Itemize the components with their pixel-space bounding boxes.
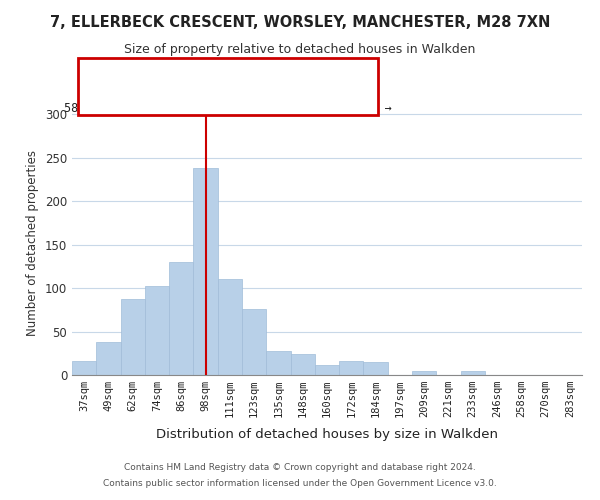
Bar bbox=[315, 364, 339, 375]
Text: Size of property relative to detached houses in Walkden: Size of property relative to detached ho… bbox=[124, 42, 476, 56]
Bar bbox=[364, 362, 388, 375]
Text: 58% of semi-detached houses are larger (522) →: 58% of semi-detached houses are larger (… bbox=[64, 102, 392, 116]
Bar bbox=[412, 370, 436, 375]
Bar bbox=[266, 350, 290, 375]
Text: 7 ELLERBECK CRESCENT: 112sqm: 7 ELLERBECK CRESCENT: 112sqm bbox=[123, 68, 333, 81]
Bar bbox=[218, 280, 242, 375]
Text: 7, ELLERBECK CRESCENT, WORSLEY, MANCHESTER, M28 7XN: 7, ELLERBECK CRESCENT, WORSLEY, MANCHEST… bbox=[50, 15, 550, 30]
Bar bbox=[339, 361, 364, 375]
Bar bbox=[169, 262, 193, 375]
Bar bbox=[193, 168, 218, 375]
Bar bbox=[242, 309, 266, 375]
Text: ← 41% of detached houses are smaller (373): ← 41% of detached houses are smaller (37… bbox=[79, 85, 377, 98]
Bar bbox=[121, 298, 145, 375]
X-axis label: Distribution of detached houses by size in Walkden: Distribution of detached houses by size … bbox=[156, 428, 498, 442]
Y-axis label: Number of detached properties: Number of detached properties bbox=[26, 150, 40, 336]
FancyBboxPatch shape bbox=[78, 58, 378, 115]
Bar bbox=[290, 354, 315, 375]
Text: Contains HM Land Registry data © Crown copyright and database right 2024.: Contains HM Land Registry data © Crown c… bbox=[124, 464, 476, 472]
Bar bbox=[72, 361, 96, 375]
Bar bbox=[96, 342, 121, 375]
Bar bbox=[461, 370, 485, 375]
Text: Contains public sector information licensed under the Open Government Licence v3: Contains public sector information licen… bbox=[103, 478, 497, 488]
Bar bbox=[145, 286, 169, 375]
